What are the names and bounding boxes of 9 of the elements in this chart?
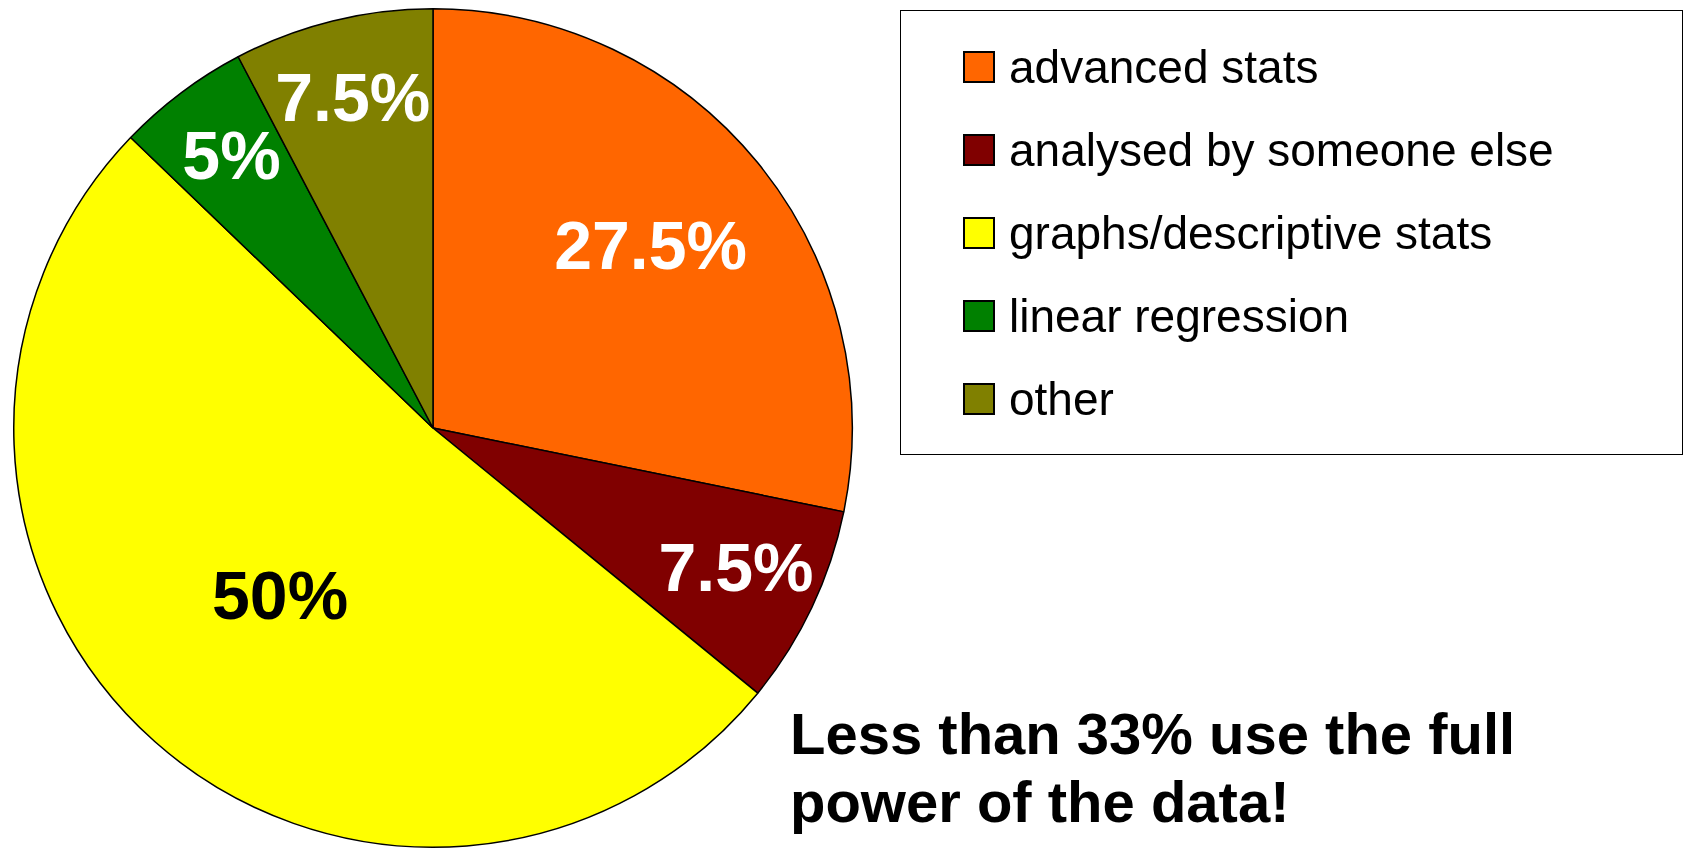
legend-label: graphs/descriptive stats (1009, 205, 1493, 260)
legend-label: linear regression (1009, 288, 1350, 343)
legend-label: other (1009, 371, 1114, 426)
data-label: 27.5% (554, 207, 747, 284)
legend-label: advanced stats (1009, 39, 1319, 94)
legend-label: analysed by someone else (1009, 122, 1554, 177)
text: Less than 33% use the full power of the data! (790, 700, 1517, 836)
data-label: 50% (212, 557, 349, 634)
data-label: 7.5% (658, 528, 814, 605)
